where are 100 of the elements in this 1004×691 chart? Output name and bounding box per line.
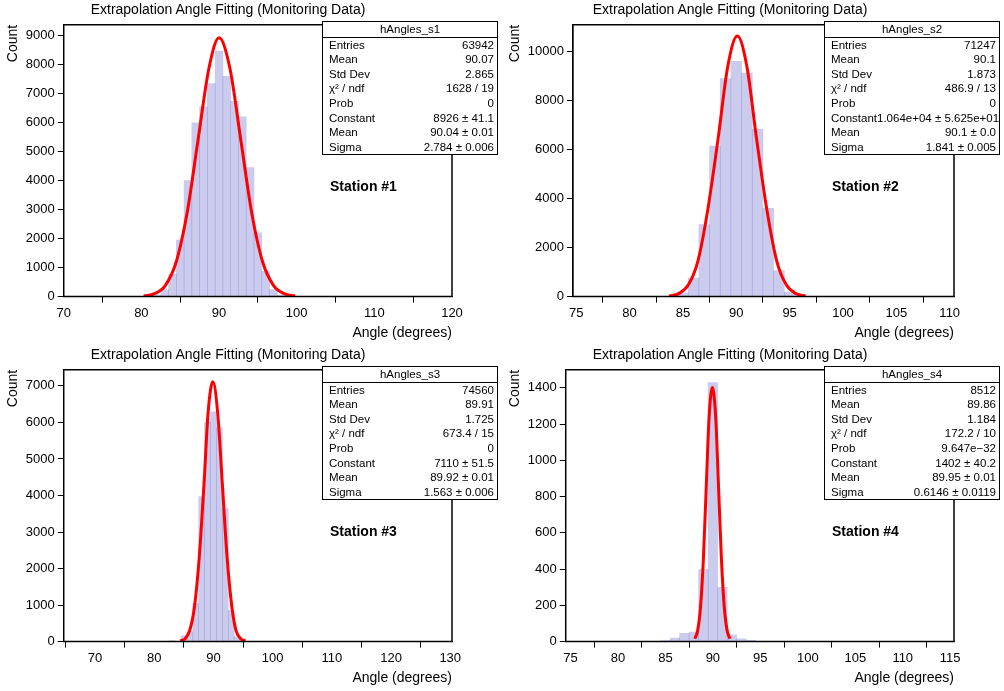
x-tick-label: 110 [939,304,961,320]
chart-title: Extrapolation Angle Fitting (Monitoring Data) [592,346,868,363]
x-axis-title: Angle (degrees) [854,324,954,341]
annotation: 673.4 / 15 [442,426,494,441]
x-tick-label: 90 [705,649,721,665]
text: 90.1 [973,52,996,67]
annotation: Sigma [329,484,362,500]
y-tick-label: 9000 [25,27,55,43]
annotation: 172.2 / 10 [944,426,996,441]
x-tick-label: 90 [211,304,227,320]
annotation: χ² / ndf [831,426,867,441]
chart-title: Extrapolation Angle Fitting (Monitoring Data) [592,1,868,18]
annotation: Entries [831,37,867,53]
text: 63942 [462,37,494,53]
annotation: 89.92 ± 0.01 [430,470,494,485]
annotation: Constant [831,110,878,126]
y-tick-label: 600 [535,524,557,540]
x-tick-label: 105 [885,304,908,320]
y-tick-label: 2000 [535,239,564,255]
x-axis-title: Angle (degrees) [352,669,452,686]
annotation: 90.1 ± 0.0 [944,125,996,140]
annotation: 9.647e−32 [941,440,996,456]
chart-title: Extrapolation Angle Fitting (Monitoring Data) [90,346,366,363]
x-tick-label: 95 [753,649,768,665]
x-tick-label: 100 [285,304,308,320]
y-axis-title: Count [506,369,523,408]
annotation: Std Dev [329,411,370,427]
annotation: 2.784 ± 0.006 [423,139,494,155]
annotation: Constant [329,455,376,471]
annotation: Entries [329,382,365,398]
annotation: Entries [329,37,365,53]
chart-title: Extrapolation Angle Fitting (Monitoring Data) [90,1,366,18]
text: 89.86 [967,397,996,412]
text: 1.725 [465,411,494,427]
text: 0 [487,440,494,456]
y-tick-label: 8000 [25,56,55,72]
annotation: hAngles_s2 [825,22,999,38]
x-axis-title: Angle (degrees) [854,669,954,686]
y-tick-label: 8000 [535,92,564,108]
y-tick-label: 0 [556,288,564,304]
x-tick-label: 70 [87,649,103,665]
annotation: Prob [329,95,354,111]
annotation: hAngles_s3 [323,367,497,383]
annotation: Constant [329,110,376,126]
y-tick-label: 2000 [25,560,55,576]
annotation: 7110 ± 51.5 [434,455,494,471]
y-tick-label: 1200 [527,415,557,431]
annotation: Mean [831,470,860,485]
x-axis-title: Angle (degrees) [352,324,452,341]
x-tick-label: 80 [147,649,162,665]
x-tick-label: 70 [56,304,71,320]
y-tick-label: 7000 [25,377,55,393]
text: 89.91 [465,397,494,412]
text: 0 [487,95,494,111]
x-tick-label: 80 [134,304,149,320]
annotation: Std Dev [831,411,872,427]
annotation: 1.563 ± 0.006 [423,484,494,500]
y-tick-label: 0 [47,633,55,649]
annotation: Mean [831,125,860,140]
annotation: Sigma [329,139,362,155]
y-tick-label: 6000 [25,114,55,130]
y-tick-label: 4000 [535,190,564,206]
annotation: Station #3 [330,523,397,539]
annotation: Std Dev [329,66,370,82]
x-tick-label: 85 [658,649,673,665]
y-tick-label: 10000 [527,43,564,59]
annotation: Station #4 [832,523,899,539]
y-tick-label: 5000 [25,143,55,159]
x-tick-label: 95 [782,304,797,320]
y-axis-title: Count [4,369,21,408]
y-tick-label: 3000 [25,523,55,539]
x-tick-label: 120 [380,649,402,665]
annotation: Mean [831,52,860,67]
annotation: χ² / ndf [831,81,867,96]
x-tick-label: 115 [939,649,961,665]
y-tick-label: 3000 [25,201,55,217]
text: 71247 [964,37,996,53]
annotation: Mean [831,397,860,412]
text: 2.865 [465,66,494,82]
annotation: Constant [831,455,878,471]
x-tick-label: 90 [729,304,744,320]
y-tick-label: 6000 [535,141,564,157]
annotation: 1.064e+04 ± 5.625e+01 [877,110,1000,126]
y-tick-label: 200 [535,596,557,612]
annotation: hAngles_s4 [825,367,999,383]
x-tick-label: 100 [261,649,284,665]
text: 1.184 [967,411,996,427]
x-tick-label: 100 [796,649,819,665]
annotation: Std Dev [831,66,872,82]
y-tick-label: 1400 [527,379,557,395]
x-tick-label: 80 [622,304,637,320]
x-tick-label: 110 [321,649,343,665]
annotation: 1402 ± 40.2 [935,455,996,471]
y-tick-label: 400 [535,560,557,576]
annotation: χ² / ndf [329,426,365,441]
x-tick-label: 85 [675,304,691,320]
x-tick-label: 110 [363,304,385,320]
annotation: Prob [831,95,856,111]
annotation: Mean [329,470,358,485]
text: 74560 [462,382,494,398]
